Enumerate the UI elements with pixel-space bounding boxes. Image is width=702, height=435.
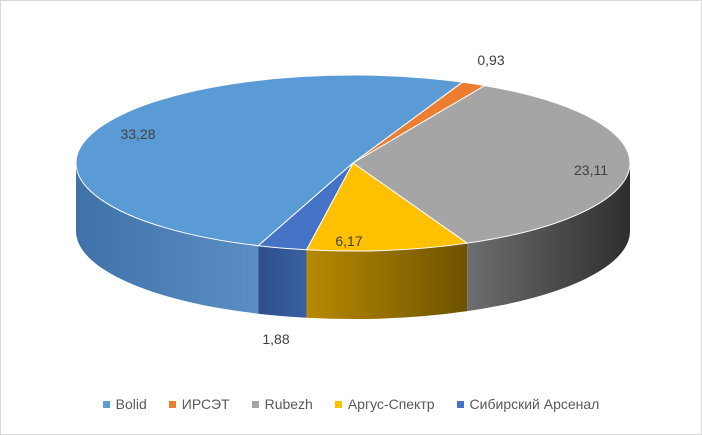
data-label-ИРСЭТ: 0,93 bbox=[477, 52, 504, 68]
data-label-Bolid: 33,28 bbox=[120, 126, 155, 142]
pie-slice-Rubezh[interactable] bbox=[352, 85, 631, 244]
pie-slice-Аргус-Спектр[interactable] bbox=[305, 162, 469, 252]
pie-side-Аргус-Спектр bbox=[306, 243, 468, 319]
pie-chart: 33,28 0,93 23,11 6,17 1,88 bbox=[75, 52, 631, 347]
legend-item[interactable]: Rubezh bbox=[251, 396, 313, 412]
legend-label: Rubezh bbox=[264, 396, 313, 412]
pie-side-Сибирский Арсенал bbox=[258, 245, 307, 318]
legend-swatch bbox=[251, 400, 259, 408]
legend-label: Сибирский Арсенал bbox=[469, 396, 600, 412]
legend: Bolid ИРСЭТ Rubezh Аргус-Спектр Сибирский Ар… bbox=[1, 396, 701, 412]
legend-item[interactable]: ИРСЭТ bbox=[168, 396, 230, 412]
pie-side-Rubezh bbox=[467, 163, 630, 312]
data-label-Сибирский Арсенал: 1,88 bbox=[262, 331, 289, 347]
pie-slice-Сибирский Арсенал[interactable] bbox=[257, 162, 354, 251]
legend-label: ИРСЭТ bbox=[181, 396, 230, 412]
pie-side-Bolid bbox=[76, 163, 259, 314]
legend-item[interactable]: Сибирский Арсенал bbox=[456, 396, 600, 412]
legend-label: Аргус-Спектр bbox=[347, 396, 435, 412]
data-label-Rubezh: 23,11 bbox=[574, 162, 608, 178]
legend-swatch bbox=[168, 400, 176, 408]
pie-slice-Bolid[interactable] bbox=[75, 74, 464, 247]
legend-swatch bbox=[456, 400, 464, 408]
data-label-Аргус-Спектр: 6,17 bbox=[335, 233, 362, 249]
legend-item[interactable]: Аргус-Спектр bbox=[334, 396, 435, 412]
legend-item[interactable]: Bolid bbox=[102, 396, 147, 412]
legend-label: Bolid bbox=[115, 396, 147, 412]
legend-swatch bbox=[334, 400, 342, 408]
legend-swatch bbox=[102, 400, 110, 408]
